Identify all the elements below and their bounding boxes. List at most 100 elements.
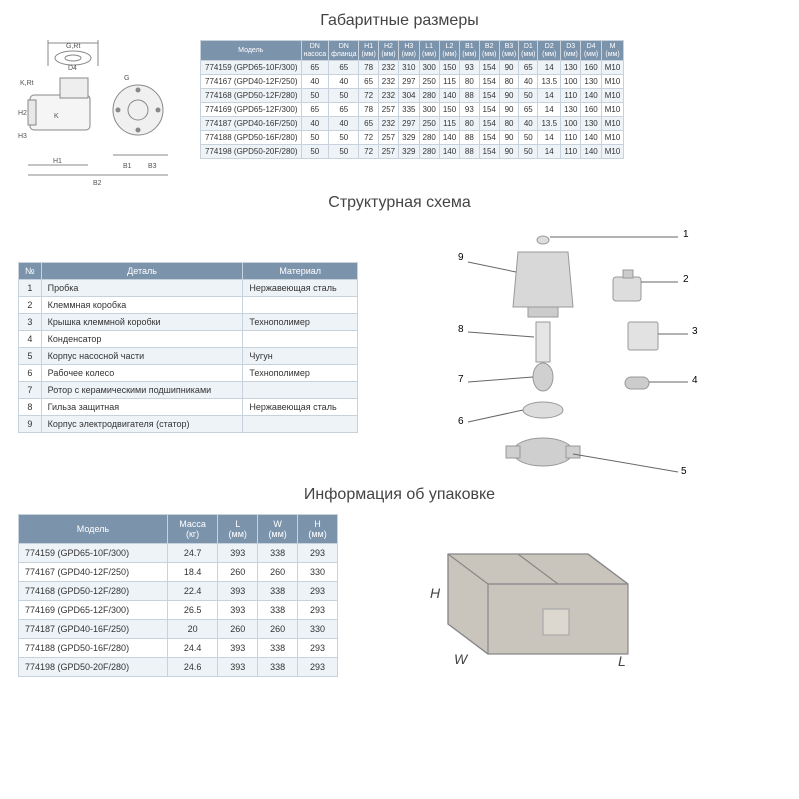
cell: 40 <box>519 117 538 131</box>
cell: 774167 (GPD40-12F/250) <box>201 75 302 89</box>
svg-text:B2: B2 <box>93 180 102 187</box>
cell: 22.4 <box>167 582 217 601</box>
cell: 774159 (GPD65-10F/300) <box>201 61 302 75</box>
cell: 72 <box>359 145 378 159</box>
svg-text:H2: H2 <box>18 110 27 117</box>
cell: 293 <box>298 639 338 658</box>
cell: 329 <box>399 131 419 145</box>
cell: 65 <box>359 75 378 89</box>
dim-header: H1(мм) <box>359 41 378 61</box>
svg-text:D4: D4 <box>68 65 77 72</box>
parts-table: №ДетальМатериал1ПробкаНержавеющая сталь2… <box>18 262 358 433</box>
cell: 150 <box>439 103 459 117</box>
cell: 40 <box>519 75 538 89</box>
cell: 40 <box>301 75 329 89</box>
cell: 8 <box>19 399 42 416</box>
cell: 40 <box>329 75 359 89</box>
cell: 26.5 <box>167 601 217 620</box>
cell: 7 <box>19 382 42 399</box>
table-row: 774167 (GPD40-12F/250)18.4260260330 <box>19 563 338 582</box>
svg-text:H: H <box>430 585 441 601</box>
cell <box>243 297 358 314</box>
cell: 250 <box>419 117 439 131</box>
cell: 140 <box>439 145 459 159</box>
cell: 154 <box>479 61 499 75</box>
cell: 88 <box>460 131 479 145</box>
cell: M10 <box>601 145 624 159</box>
dim-header: DNфланца <box>329 41 359 61</box>
cell: 100 <box>561 75 581 89</box>
table-row: 774167 (GPD40-12F/250)404065232297250115… <box>201 75 624 89</box>
cell: 115 <box>439 75 459 89</box>
svg-text:K,Rt: K,Rt <box>20 80 34 87</box>
cell: 304 <box>399 89 419 103</box>
cell: 260 <box>218 563 258 582</box>
cell: 88 <box>460 145 479 159</box>
cell: 154 <box>479 145 499 159</box>
cell: 297 <box>399 75 419 89</box>
cell: 50 <box>329 89 359 103</box>
cell: Конденсатор <box>41 331 243 348</box>
cell: 130 <box>581 75 601 89</box>
table-row: 2Клеммная коробка <box>19 297 358 314</box>
cell: 65 <box>359 117 378 131</box>
cell: 115 <box>439 117 459 131</box>
table-row: 774168 (GPD50-12F/280)22.4393338293 <box>19 582 338 601</box>
cell: 50 <box>329 145 359 159</box>
cell: 160 <box>581 61 601 75</box>
cell: 65 <box>329 61 359 75</box>
cell: 88 <box>460 89 479 103</box>
cell: 293 <box>298 582 338 601</box>
table-row: 4Конденсатор <box>19 331 358 348</box>
cell: 1 <box>19 280 42 297</box>
svg-text:G: G <box>124 75 129 82</box>
cell: Рабочее колесо <box>41 365 243 382</box>
exploded-view: 1 2 3 4 5 6 7 8 9 <box>378 222 738 482</box>
table-row: 5Корпус насосной частиЧугун <box>19 348 358 365</box>
table-row: 9Корпус электродвигателя (статор) <box>19 416 358 433</box>
callout-5: 5 <box>681 466 687 477</box>
parts-header: Деталь <box>41 263 243 280</box>
cell: 130 <box>561 103 581 117</box>
cell: 90 <box>499 131 518 145</box>
cell: 154 <box>479 131 499 145</box>
cell: 280 <box>419 131 439 145</box>
cell: 40 <box>329 117 359 131</box>
cell: 50 <box>519 145 538 159</box>
cell: 140 <box>439 131 459 145</box>
cell: Пробка <box>41 280 243 297</box>
svg-text:B3: B3 <box>148 163 157 170</box>
dim-header: L2(мм) <box>439 41 459 61</box>
cell: 338 <box>258 601 298 620</box>
section-schema: №ДетальМатериал1ПробкаНержавеющая сталь2… <box>18 222 781 482</box>
cell: 150 <box>439 61 459 75</box>
cell: 24.4 <box>167 639 217 658</box>
pack-header: L(мм) <box>218 515 258 544</box>
cell: Гильза защитная <box>41 399 243 416</box>
cell: 140 <box>581 145 601 159</box>
pack-header: W(мм) <box>258 515 298 544</box>
cell: Чугун <box>243 348 358 365</box>
cell: 90 <box>499 145 518 159</box>
cell: 65 <box>301 103 329 117</box>
cell: 13.5 <box>538 75 561 89</box>
dim-header: L1(мм) <box>419 41 439 61</box>
cell: 393 <box>218 582 258 601</box>
callout-2: 2 <box>683 274 689 285</box>
cell: 774187 (GPD40-16F/250) <box>201 117 302 131</box>
cell: 93 <box>460 103 479 117</box>
callout-7: 7 <box>458 374 464 385</box>
callout-8: 8 <box>458 324 464 335</box>
cell: 329 <box>399 145 419 159</box>
cell: 774198 (GPD50-20F/280) <box>201 145 302 159</box>
dim-header: B1(мм) <box>460 41 479 61</box>
cell: 9 <box>19 416 42 433</box>
table-row: 774188 (GPD50-16F/280)24.4393338293 <box>19 639 338 658</box>
cell: 90 <box>499 103 518 117</box>
cell: Ротор с керамическими подшипниками <box>41 382 243 399</box>
cell: 260 <box>258 620 298 639</box>
cell: 300 <box>419 103 439 117</box>
cell: 293 <box>298 601 338 620</box>
cell: 65 <box>519 103 538 117</box>
cell: 80 <box>499 117 518 131</box>
